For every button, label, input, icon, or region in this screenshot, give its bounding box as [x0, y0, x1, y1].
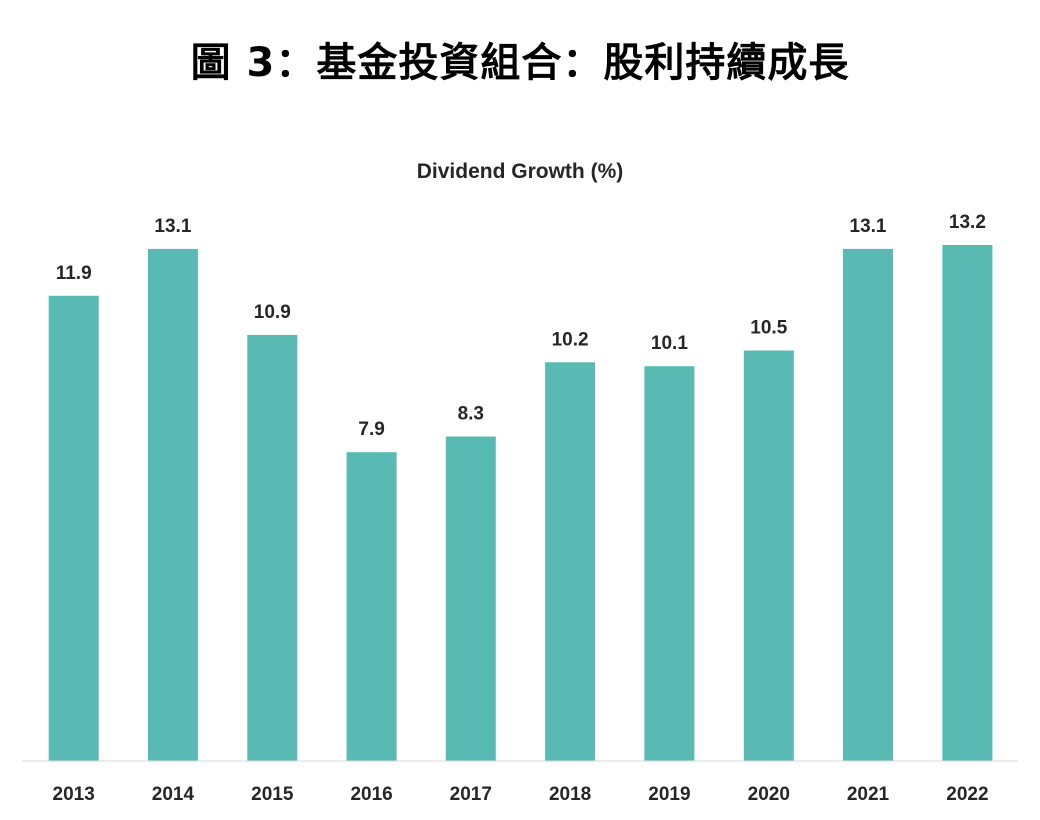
x-tick-label-2022: 2022: [946, 784, 988, 805]
value-label-2014: 13.1: [154, 216, 191, 237]
bar-2018: [545, 362, 596, 761]
x-tick-label-2017: 2017: [450, 784, 492, 805]
bar-2022: [942, 245, 993, 761]
value-labels-group: 11.9 13.1 10.9 7.9 8.3 10.2 10.1 10.5 13.1 13.2: [56, 212, 986, 440]
x-tick-label-2015: 2015: [251, 784, 294, 805]
x-tick-label-2018: 2018: [549, 784, 591, 805]
value-label-2013: 11.9: [56, 263, 92, 284]
bars-group: [48, 245, 993, 761]
bar-2014: [147, 248, 198, 761]
figure-title: 圖 3：基金投資組合：股利持續成長: [190, 40, 850, 86]
bar-2017: [445, 436, 496, 761]
x-tick-label-2013: 2013: [53, 784, 95, 805]
value-label-2019: 10.1: [651, 333, 688, 354]
value-label-2017: 8.3: [458, 404, 484, 425]
x-tick-label-2020: 2020: [748, 784, 790, 805]
value-label-2022: 13.2: [949, 212, 986, 233]
value-label-2016: 7.9: [358, 419, 384, 440]
bar-2021: [843, 248, 893, 761]
value-label-2018: 10.2: [552, 329, 589, 350]
x-tick-label-2019: 2019: [648, 784, 690, 805]
chart-title: Dividend Growth (%): [417, 160, 624, 183]
value-label-2021: 13.1: [850, 216, 887, 237]
bar-2019: [644, 366, 695, 761]
bar-2015: [247, 334, 298, 761]
value-label-2015: 10.9: [254, 302, 291, 323]
x-tick-label-2014: 2014: [152, 784, 195, 805]
bar-2013: [48, 295, 99, 761]
x-tick-label-2016: 2016: [350, 784, 392, 805]
bar-2020: [743, 350, 794, 761]
x-tick-label-2021: 2021: [847, 784, 890, 805]
category-labels-group: 2013 2014 2015 2016 2017 2018 2019 2020 2021 2022: [53, 784, 989, 805]
bar-2016: [346, 452, 397, 761]
value-label-2020: 10.5: [750, 318, 787, 339]
